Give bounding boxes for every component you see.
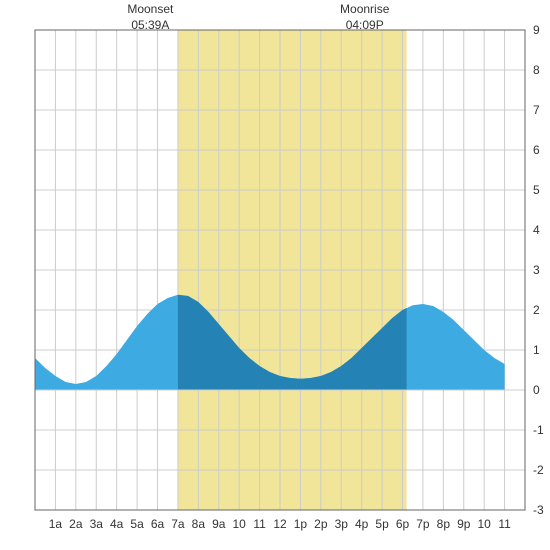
x-tick-label: 10 [477,517,491,531]
x-tick-label: 3a [90,517,104,531]
x-tick-label: 4p [355,517,369,531]
x-tick-label: 9p [457,517,471,531]
y-tick-label: 7 [533,103,540,117]
y-tick-label: 8 [533,63,540,77]
x-tick-label: 10 [232,517,246,531]
y-tick-label: 1 [533,343,540,357]
x-tick-label: 8p [437,517,451,531]
x-tick-label: 3p [335,517,349,531]
x-tick-label: 2a [69,517,83,531]
y-tick-label: 5 [533,183,540,197]
annotation-time: 05:39A [110,18,190,34]
chart-canvas: -3-2-101234567891a2a3a4a5a6a7a8a9a101112… [0,0,550,550]
y-tick-label: 0 [533,383,540,397]
x-tick-label: 9a [212,517,226,531]
y-tick-label: 9 [533,23,540,37]
x-tick-label: 5p [375,517,389,531]
y-tick-label: -3 [533,503,544,517]
x-tick-label: 11 [253,517,266,531]
y-tick-label: 2 [533,303,540,317]
moon-annotation: Moonrise04:09P [325,2,405,33]
annotation-title: Moonrise [325,2,405,18]
x-tick-label: 6a [151,517,165,531]
y-tick-label: -2 [533,463,544,477]
x-tick-label: 12 [273,517,287,531]
tide-chart: -3-2-101234567891a2a3a4a5a6a7a8a9a101112… [0,0,550,550]
y-tick-label: 3 [533,263,540,277]
y-tick-label: 4 [533,223,540,237]
x-tick-label: 7p [416,517,430,531]
y-tick-label: 6 [533,143,540,157]
x-tick-label: 8a [192,517,206,531]
moon-annotation: Moonset05:39A [110,2,190,33]
x-tick-label: 7a [171,517,185,531]
x-tick-label: 4a [110,517,124,531]
x-tick-label: 6p [396,517,410,531]
annotation-title: Moonset [110,2,190,18]
x-tick-label: 1a [49,517,63,531]
x-tick-label: 1p [294,517,308,531]
x-tick-label: 5a [130,517,144,531]
x-tick-label: 2p [314,517,328,531]
y-tick-label: -1 [533,423,544,437]
annotation-time: 04:09P [325,18,405,34]
x-tick-label: 11 [498,517,511,531]
